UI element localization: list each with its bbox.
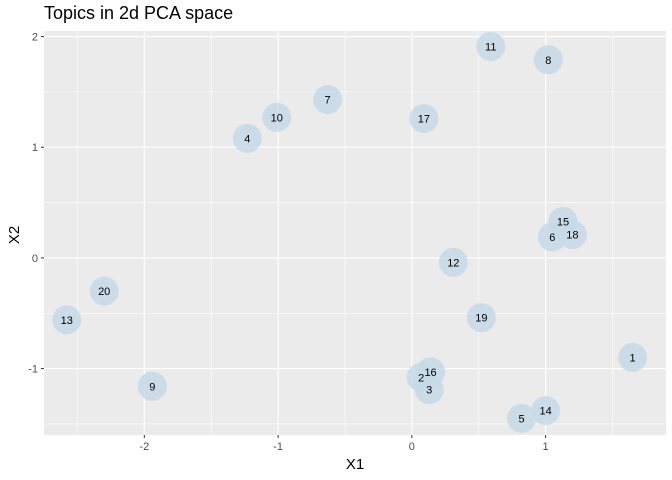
minor-gridlines (44, 31, 666, 435)
topic-point (137, 371, 167, 401)
topic-point (618, 343, 648, 373)
topic-label: 1 (629, 353, 635, 365)
y-tick-labels: -1 0 1 2 (28, 32, 38, 376)
topic-label: 11 (485, 41, 496, 53)
topic-point (262, 102, 292, 132)
topic-label: 16 (424, 367, 436, 379)
y-tick-label: -1 (28, 364, 38, 376)
topic-point (416, 357, 446, 387)
topic-point (507, 403, 537, 433)
topic-label: 17 (418, 113, 430, 125)
topic-label: 15 (557, 216, 569, 228)
chart-title: Topics in 2d PCA space (44, 3, 234, 23)
x-tick-label: -2 (139, 441, 149, 453)
y-axis-title: X2 (6, 226, 23, 244)
y-tick-label: 0 (32, 253, 38, 265)
topic-label: 18 (566, 230, 578, 242)
topic-label: 19 (475, 313, 487, 325)
topic-label: 2 (418, 372, 424, 384)
x-tick-label: 0 (409, 441, 415, 453)
topic-point (52, 305, 82, 335)
topic-point (232, 123, 262, 153)
topic-label: 20 (98, 286, 110, 298)
topic-label: 7 (325, 95, 331, 107)
topic-point (466, 303, 496, 333)
topic-label: 3 (426, 385, 432, 397)
topic-label: 4 (244, 133, 250, 145)
topic-label: 10 (271, 112, 283, 124)
x-tick-labels: -2 -1 0 1 (139, 441, 548, 453)
topic-point (438, 247, 468, 277)
x-tick-label: -1 (273, 441, 283, 453)
topic-label: 14 (539, 406, 551, 418)
x-tick-label: 1 (543, 441, 549, 453)
y-tick-label: 1 (32, 142, 38, 154)
topic-point (409, 103, 439, 133)
topic-point (557, 220, 587, 250)
topic-label: 9 (149, 381, 155, 393)
topic-point (476, 31, 506, 61)
topic-label: 5 (518, 413, 524, 425)
topic-point (533, 45, 563, 75)
topic-label: 6 (549, 232, 555, 244)
topic-label: 8 (545, 55, 551, 67)
topic-point (313, 85, 343, 115)
topic-label: 13 (61, 315, 73, 327)
y-tick-label: 2 (32, 32, 38, 44)
topic-point (89, 276, 119, 306)
topic-label: 12 (447, 257, 459, 269)
topic-point (531, 396, 561, 426)
x-axis-title: X1 (346, 456, 364, 473)
axis-ticks (41, 36, 547, 438)
